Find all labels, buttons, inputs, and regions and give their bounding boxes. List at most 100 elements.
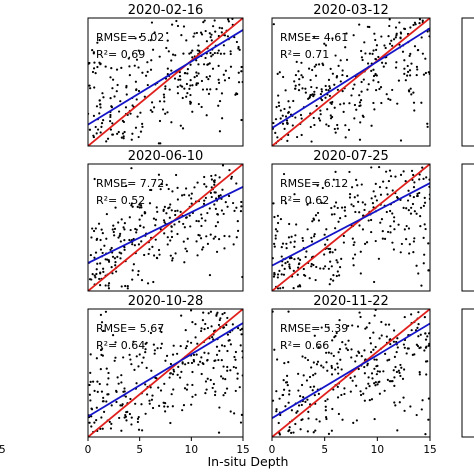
data-point xyxy=(229,410,232,413)
data-point xyxy=(199,237,203,240)
data-point xyxy=(284,262,287,265)
data-point xyxy=(323,253,326,256)
data-point xyxy=(232,365,235,369)
data-point xyxy=(296,410,299,413)
data-point xyxy=(407,227,411,230)
data-point xyxy=(186,340,189,343)
data-point xyxy=(170,121,173,124)
data-point xyxy=(191,383,194,387)
data-point xyxy=(394,404,397,407)
data-point xyxy=(359,99,363,102)
data-point xyxy=(325,361,328,364)
data-point xyxy=(368,321,371,325)
data-point xyxy=(122,356,125,359)
data-point xyxy=(171,53,175,56)
data-point xyxy=(336,366,340,369)
data-point xyxy=(223,79,227,82)
data-point xyxy=(409,26,412,29)
data-point xyxy=(318,119,322,122)
data-point xyxy=(415,212,418,215)
data-point xyxy=(150,21,154,24)
plot-area xyxy=(272,18,430,146)
data-point xyxy=(363,208,366,212)
data-point xyxy=(374,381,377,384)
data-point xyxy=(375,199,378,202)
data-point xyxy=(163,405,166,408)
data-point xyxy=(136,420,139,424)
data-point xyxy=(92,380,95,383)
data-point xyxy=(277,94,280,97)
data-point xyxy=(312,116,315,120)
data-point xyxy=(168,216,171,219)
data-point xyxy=(122,390,125,393)
data-point xyxy=(319,267,322,270)
data-point xyxy=(284,115,288,118)
data-point xyxy=(327,432,331,435)
data-point xyxy=(315,265,318,269)
data-point xyxy=(423,253,426,256)
scatter-panel: 231015 xyxy=(0,444,6,456)
data-point xyxy=(177,365,180,368)
data-point xyxy=(203,351,206,354)
data-point xyxy=(153,31,156,34)
data-point xyxy=(417,323,420,326)
r2-label: R²= 0.71 xyxy=(280,48,329,61)
data-point xyxy=(317,63,321,66)
data-point xyxy=(106,137,110,140)
data-point xyxy=(408,243,411,246)
data-point xyxy=(331,37,334,40)
data-point xyxy=(239,421,243,424)
data-point xyxy=(342,234,345,238)
data-point xyxy=(294,73,298,77)
data-point xyxy=(298,258,302,261)
data-point xyxy=(113,227,117,230)
data-point xyxy=(342,110,345,113)
data-point xyxy=(409,405,412,408)
data-point xyxy=(151,48,155,51)
data-point xyxy=(93,86,96,89)
data-point xyxy=(422,236,425,239)
data-point xyxy=(213,51,216,55)
data-point xyxy=(91,70,95,74)
data-point xyxy=(301,239,305,242)
data-point xyxy=(166,243,169,246)
data-point xyxy=(275,105,278,109)
data-point xyxy=(286,260,289,263)
data-point xyxy=(353,253,357,256)
data-point xyxy=(398,401,401,404)
data-point xyxy=(130,167,133,170)
data-point xyxy=(93,177,96,181)
data-point xyxy=(180,34,183,37)
data-point xyxy=(169,372,172,375)
data-point xyxy=(408,90,411,93)
data-point xyxy=(200,79,204,83)
data-point xyxy=(312,95,315,98)
data-point xyxy=(235,236,238,239)
data-point xyxy=(120,136,123,139)
x-tick-label: 15 xyxy=(0,444,6,456)
data-point xyxy=(197,72,200,75)
data-point xyxy=(122,137,125,140)
data-point xyxy=(142,226,145,229)
data-point xyxy=(171,23,174,26)
data-point xyxy=(424,71,428,75)
data-point xyxy=(400,366,403,369)
data-point xyxy=(184,347,187,350)
data-point xyxy=(213,183,216,186)
data-point xyxy=(92,52,95,55)
data-point xyxy=(206,358,209,362)
data-point xyxy=(336,385,339,388)
data-point xyxy=(211,386,214,390)
data-point xyxy=(144,74,148,77)
data-point xyxy=(324,409,327,412)
data-point xyxy=(102,96,105,99)
data-point xyxy=(196,254,199,257)
data-point xyxy=(135,231,138,234)
data-point xyxy=(363,41,366,44)
data-point xyxy=(311,93,314,96)
data-point xyxy=(329,260,332,263)
data-point xyxy=(306,228,309,231)
data-point xyxy=(297,263,301,266)
data-point xyxy=(377,80,380,84)
